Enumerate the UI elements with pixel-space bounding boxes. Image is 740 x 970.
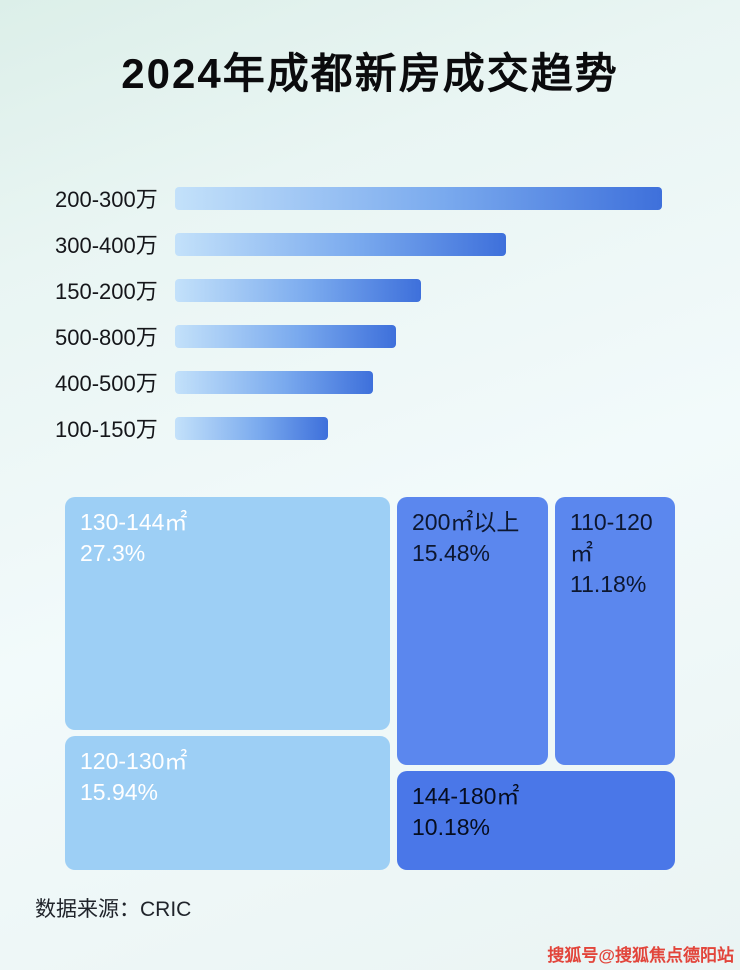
bar-400-500w: [175, 370, 373, 394]
bar-category-label: 500-800万: [55, 325, 158, 350]
bar-category-label: 150-200万: [55, 279, 158, 304]
bar-row: 100-150万: [55, 416, 685, 442]
bar-500-800w: [175, 324, 397, 348]
treemap-box-label: 110-120㎡: [570, 509, 653, 567]
bar-100-150w: [175, 416, 329, 440]
bar-row: 400-500万: [55, 370, 685, 396]
data-source-label: 数据来源：CRIC: [35, 898, 192, 921]
bar-row: 200-300万: [55, 186, 685, 212]
bar-track: [175, 324, 662, 348]
bar-row: 300-400万: [55, 232, 685, 258]
treemap-box-label: 120-130㎡: [80, 748, 188, 774]
bar-150-200w: [175, 278, 421, 302]
treemap-box-200-plus: 200㎡以上 15.48%: [397, 497, 548, 765]
bar-track: [175, 416, 662, 440]
area-share-treemap: 130-144㎡ 27.3% 200㎡以上 15.48% 110-120㎡ 11…: [65, 497, 675, 870]
treemap-box-130-144: 130-144㎡ 27.3%: [65, 497, 390, 730]
bar-category-label: 400-500万: [55, 371, 158, 396]
treemap-box-110-120: 110-120㎡ 11.18%: [555, 497, 675, 765]
bar-track: [175, 232, 662, 256]
treemap-box-label: 200㎡以上: [412, 509, 520, 535]
price-range-bar-chart: 200-300万 300-400万 150-200万 500-800万 400-…: [55, 186, 685, 462]
treemap-box-value: 11.18%: [570, 571, 647, 598]
treemap-box-value: 15.48%: [412, 540, 491, 567]
bar-row: 150-200万: [55, 278, 685, 304]
bar-track: [175, 278, 662, 302]
bar-category-label: 200-300万: [55, 187, 158, 212]
bar-200-300w: [175, 186, 662, 210]
page-title: 2024年成都新房成交趋势: [121, 50, 619, 97]
watermark-text: 搜狐号@搜狐焦点德阳站: [547, 946, 734, 965]
treemap-box-value: 15.94%: [80, 779, 159, 806]
bar-category-label: 300-400万: [55, 233, 158, 258]
treemap-box-label: 144-180㎡: [412, 783, 520, 809]
treemap-box-120-130: 120-130㎡ 15.94%: [65, 736, 390, 870]
treemap-box-value: 10.18%: [412, 814, 491, 841]
bar-category-label: 100-150万: [55, 417, 158, 442]
bar-row: 500-800万: [55, 324, 685, 350]
bar-track: [175, 370, 662, 394]
bar-300-400w: [175, 232, 507, 256]
treemap-box-144-180: 144-180㎡ 10.18%: [397, 771, 675, 870]
treemap-box-label: 130-144㎡: [80, 509, 188, 535]
bar-track: [175, 186, 662, 210]
treemap-box-value: 27.3%: [80, 540, 146, 567]
